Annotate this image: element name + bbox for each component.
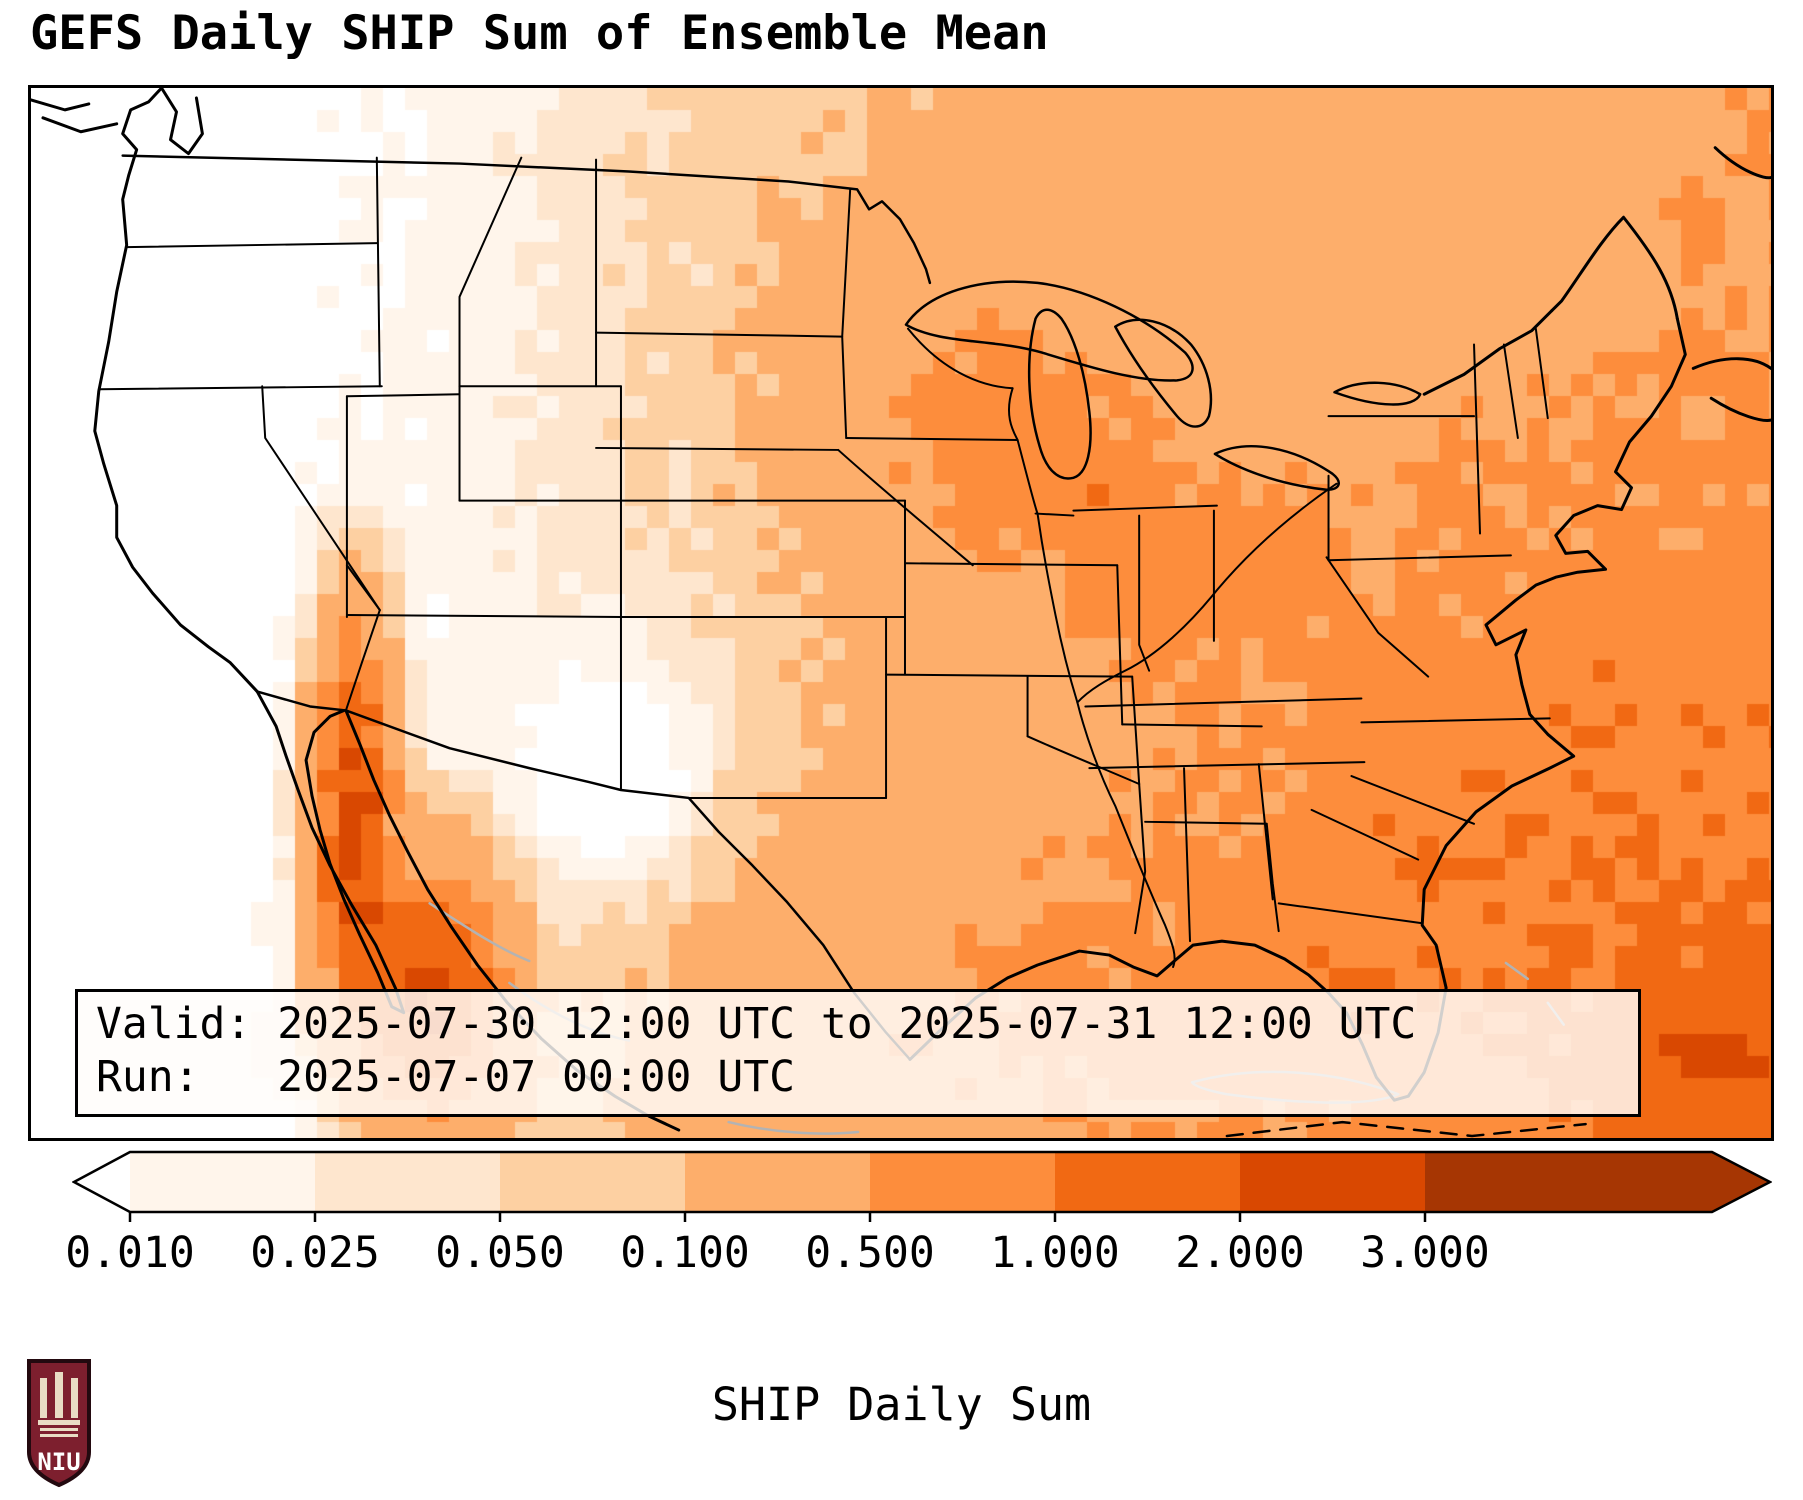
run-line: Run: 2025-07-07 00:00 UTC (96, 1052, 795, 1102)
page-title: GEFS Daily SHIP Sum of Ensemble Mean (30, 6, 1049, 61)
valid-line: Valid: 2025-07-30 12:00 UTC to 2025-07-3… (96, 999, 1417, 1049)
colorbar-tick: 0.010 (65, 1228, 195, 1278)
niu-logo-text: NIU (37, 1448, 80, 1476)
niu-castle-icon (38, 1372, 80, 1437)
ship-heatmap-canvas (31, 88, 1771, 1138)
colorbar-tick: 0.025 (250, 1228, 380, 1278)
colorbar-tick: 3.000 (1360, 1228, 1490, 1278)
state-borders (97, 156, 1551, 968)
colorbar (72, 1150, 1772, 1224)
colorbar-ticks: 0.010 0.025 0.050 0.100 0.500 1.000 2.000 3.000 (0, 1228, 1803, 1282)
colorbar-svg (72, 1150, 1772, 1222)
colorbar-tick: 0.050 (435, 1228, 565, 1278)
colorbar-label: SHIP Daily Sum (711, 1378, 1092, 1431)
colorbar-tick: 0.100 (620, 1228, 750, 1278)
great-lakes (904, 280, 1422, 491)
niu-logo: NIU (27, 1359, 91, 1488)
colorbar-tick: 0.500 (805, 1228, 935, 1278)
ship-map: Valid: 2025-07-30 12:00 UTC to 2025-07-3… (28, 85, 1774, 1141)
colorbar-tick: 1.000 (990, 1228, 1120, 1278)
valid-run-info-box: Valid: 2025-07-30 12:00 UTC to 2025-07-3… (75, 989, 1641, 1117)
map-borders-svg (31, 88, 1771, 1138)
colorbar-tick: 2.000 (1175, 1228, 1305, 1278)
